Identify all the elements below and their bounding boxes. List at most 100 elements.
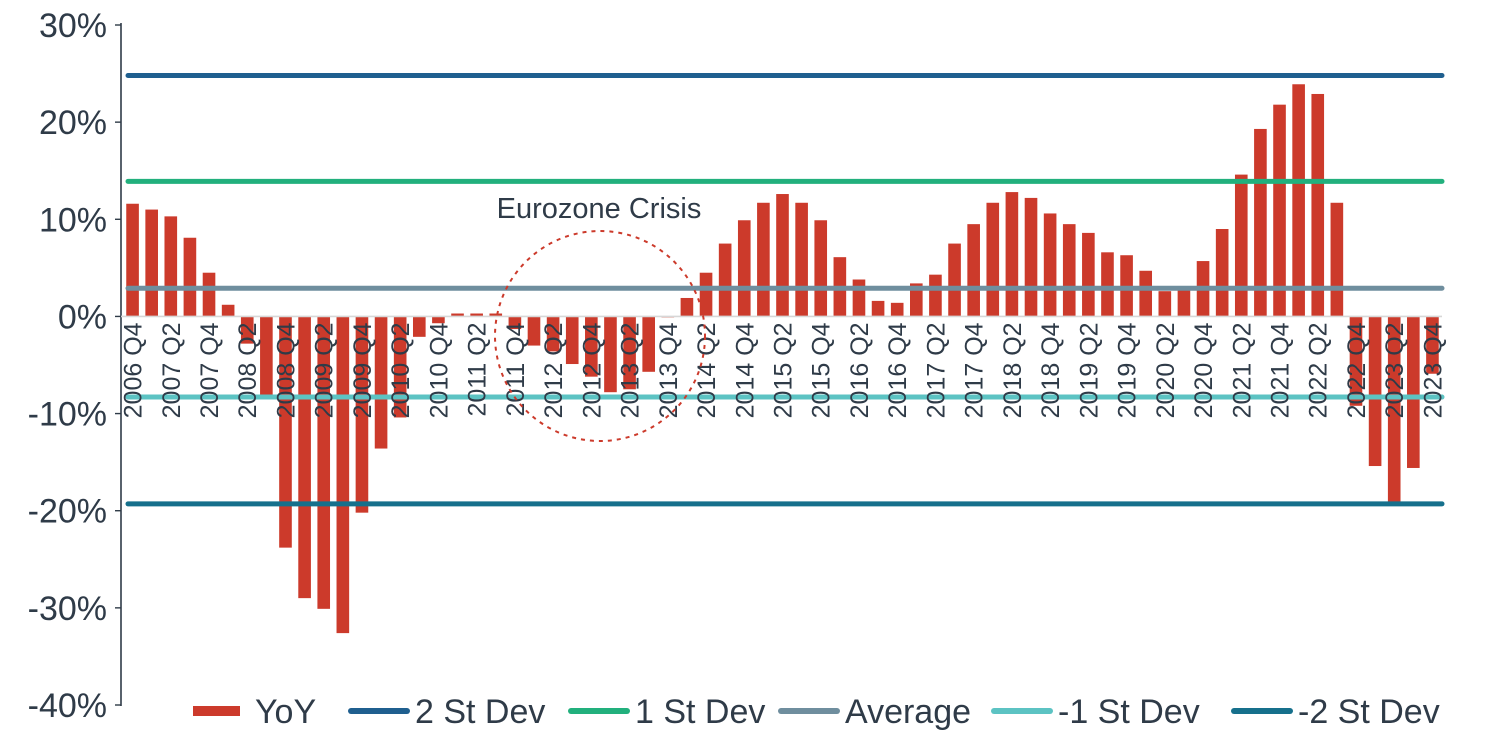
x-tick-label: 2023 Q4 xyxy=(1419,322,1447,418)
x-tick-label: 2020 Q2 xyxy=(1152,322,1180,418)
y-tick-label: 30% xyxy=(39,7,107,45)
bar-2022-q1 xyxy=(1292,84,1305,317)
bar-2012-q4 xyxy=(585,316,598,377)
x-tick-label: 2016 Q4 xyxy=(884,322,912,418)
x-tick-label: 2009 Q4 xyxy=(349,322,377,418)
x-tick-label: 2006 Q4 xyxy=(120,322,148,418)
bar-2008-q2 xyxy=(240,316,254,344)
x-tick-label: 2021 Q4 xyxy=(1267,322,1295,418)
y-tick-label: 0% xyxy=(58,298,107,336)
bar-2010-q2 xyxy=(393,316,407,418)
x-tick-label: 2012 Q2 xyxy=(540,322,568,418)
reference-lines-group xyxy=(125,73,1445,507)
y-tick-label: 20% xyxy=(39,104,107,142)
bar-2017-q3 xyxy=(948,243,961,317)
bar-2013-q1 xyxy=(604,316,617,393)
bar-2018-q2 xyxy=(1005,192,1019,317)
x-tick-label: 2020 Q4 xyxy=(1190,322,1218,418)
x-tick-label: 2008 Q4 xyxy=(272,322,300,418)
bar-2021-q3 xyxy=(1254,128,1267,317)
bar-2007-q1 xyxy=(145,209,158,317)
x-tick-label: 2022 Q4 xyxy=(1343,322,1371,418)
bar-2007-q3 xyxy=(183,237,197,317)
x-tick-label: 2018 Q2 xyxy=(999,322,1027,418)
x-tick-label: 2010 Q2 xyxy=(387,322,415,418)
bar-2021-q2 xyxy=(1234,174,1248,317)
bar-2009-q4 xyxy=(355,316,369,513)
bar-2014-q4 xyxy=(737,220,751,317)
legend-label: 1 St Dev xyxy=(635,693,765,731)
bar-2017-q2 xyxy=(929,274,942,317)
x-tick-label: 2017 Q2 xyxy=(922,322,950,418)
x-tick-label: 2021 Q2 xyxy=(1228,322,1256,418)
bar-2015-q3 xyxy=(795,202,808,317)
bar-2020-q3 xyxy=(1177,286,1191,317)
legend-label: -2 St Dev xyxy=(1298,693,1440,731)
bar-2016-q3 xyxy=(871,300,885,317)
legend-label: YoY xyxy=(255,693,316,731)
bar-2017-q4 xyxy=(967,224,980,317)
bar-2011-q3 xyxy=(489,313,503,317)
bar-2012-q2 xyxy=(546,316,560,352)
x-tick-label: 2014 Q2 xyxy=(693,322,721,418)
y-axis-ticks: 30% 20% 10% 0% -10% -20% -30% -40% xyxy=(28,7,121,725)
bar-2010-q4 xyxy=(432,316,445,324)
legend-label: -1 St Dev xyxy=(1058,693,1200,731)
legend: YoY 2 St Dev 1 St Dev Average -1 St Dev -2 St… xyxy=(193,693,1440,731)
x-tick-label: 2023 Q2 xyxy=(1381,322,1409,418)
bar-2020-q2 xyxy=(1158,291,1172,317)
y-tick-label: -30% xyxy=(28,590,107,628)
y-tick-label: 10% xyxy=(39,201,107,239)
bar-2022-q4 xyxy=(1349,316,1363,406)
x-tick-label: 2016 Q2 xyxy=(846,322,874,418)
bar-2010-q1 xyxy=(374,316,388,449)
legend-label: Average xyxy=(845,693,971,731)
bar-2018-q4 xyxy=(1043,213,1057,317)
x-tick-label: 2019 Q4 xyxy=(1114,322,1142,418)
bar-2020-q1 xyxy=(1139,270,1153,317)
bar-2014-q1 xyxy=(680,297,694,317)
bar-2019-q1 xyxy=(1062,224,1076,317)
bar-2008-q1 xyxy=(221,304,235,317)
bar-2023-q4 xyxy=(1426,316,1439,374)
x-tick-label: 2010 Q4 xyxy=(425,322,453,418)
y-tick-label: -20% xyxy=(28,493,107,531)
bar-2014-q2 xyxy=(699,272,713,317)
x-tick-label: 2007 Q4 xyxy=(196,322,224,418)
bar-2011-q4 xyxy=(508,316,522,330)
x-axis-ticks: 2006 Q4 2007 Q2 2007 Q4 2008 Q2 2008 Q4 2009 … xyxy=(120,322,1448,418)
x-tick-label: 2013 Q2 xyxy=(617,322,645,418)
x-tick-label: 2011 Q2 xyxy=(464,322,492,416)
legend-label: 2 St Dev xyxy=(415,693,545,731)
bar-2015-q4 xyxy=(814,220,828,317)
legend-item-average: Average xyxy=(778,693,971,731)
x-tick-label: 2009 Q2 xyxy=(311,322,339,418)
bar-2006-q4 xyxy=(126,203,139,317)
bar-2023-q2 xyxy=(1387,316,1401,506)
bar-2010-q3 xyxy=(412,316,426,337)
x-tick-label: 2018 Q4 xyxy=(1037,322,1065,418)
y-tick-label: -10% xyxy=(28,396,107,434)
bar-2009-q1 xyxy=(298,316,311,599)
bar-2022-q2 xyxy=(1311,93,1325,317)
axes-group xyxy=(120,23,1442,706)
bar-2023-q3 xyxy=(1407,316,1420,468)
x-tick-label: 2019 Q2 xyxy=(1075,322,1103,418)
legend-item-1-st-dev: 1 St Dev xyxy=(568,693,765,731)
bar-2018-q1 xyxy=(986,202,1000,317)
legend-item-yoy: YoY xyxy=(193,693,316,731)
bar-2007-q2 xyxy=(164,216,178,317)
x-tick-label: 2022 Q2 xyxy=(1305,322,1333,418)
bar-2007-q4 xyxy=(202,272,216,317)
bar-2016-q4 xyxy=(890,302,904,317)
bar-2018-q3 xyxy=(1024,197,1038,317)
bar-2019-q2 xyxy=(1082,232,1095,317)
bar-2021-q1 xyxy=(1215,229,1229,317)
bar-2014-q3 xyxy=(718,243,732,317)
legend-swatch xyxy=(193,706,240,716)
bar-2023-q1 xyxy=(1368,316,1382,467)
annotation-label: Eurozone Crisis xyxy=(497,193,702,225)
bar-2022-q3 xyxy=(1330,202,1344,317)
